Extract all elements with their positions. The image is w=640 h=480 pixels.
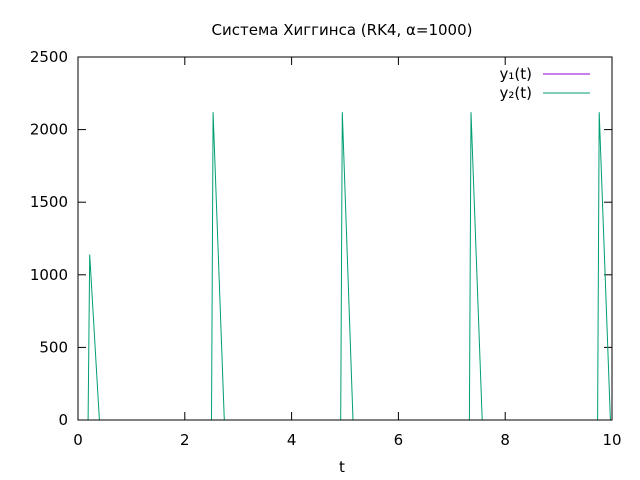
plot-lines — [78, 112, 612, 421]
y-tick-label: 0 — [58, 411, 68, 429]
chart-title: Система Хиггинса (RK4, α=1000) — [212, 21, 473, 39]
x-tick-label: 8 — [500, 431, 510, 449]
legend: y₁(t)y₂(t) — [500, 65, 590, 102]
x-tick-label: 10 — [602, 431, 621, 449]
y-tick-label: 2000 — [30, 121, 68, 139]
y-tick-label: 500 — [39, 338, 68, 356]
x-tick-label: 4 — [287, 431, 297, 449]
y-tick-label: 1500 — [30, 193, 68, 211]
y-tick-label: 1000 — [30, 266, 68, 284]
plot-frame — [77, 56, 613, 421]
x-tick-label: 0 — [73, 431, 83, 449]
x-tick-label: 6 — [394, 431, 404, 449]
series-line-y2 — [78, 112, 612, 421]
y-axis-ticks: 0 500 1000 1500 2000 2500 — [30, 48, 612, 429]
legend-label-y2: y₂(t) — [500, 84, 532, 102]
y-tick-label: 2500 — [30, 48, 68, 66]
x-axis-label: t — [339, 458, 345, 476]
x-tick-label: 2 — [180, 431, 190, 449]
legend-label-y1: y₁(t) — [500, 65, 532, 83]
